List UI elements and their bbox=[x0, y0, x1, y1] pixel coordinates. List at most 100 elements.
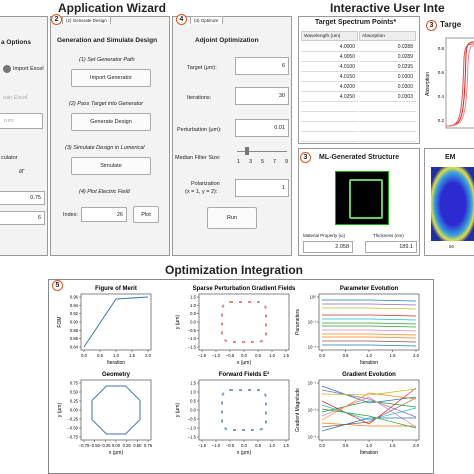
x-tick-label: −0.75 bbox=[79, 443, 90, 448]
x-tick-label: 2.0 bbox=[413, 353, 419, 358]
badge: 3 bbox=[300, 152, 311, 163]
line-series bbox=[322, 336, 417, 339]
x-tick-label: 0.5 bbox=[343, 353, 349, 358]
button-label[interactable]: Import Excel bbox=[13, 66, 44, 72]
panel-title: EM bbox=[445, 154, 456, 161]
tick-label: 0.6 bbox=[438, 70, 445, 75]
output: 2.058 bbox=[303, 241, 353, 253]
y-tick-label: 1.5 bbox=[190, 295, 196, 300]
label: Perturbation (μm): bbox=[177, 127, 222, 133]
table-cell: 0.0303 bbox=[359, 92, 416, 102]
x-tick-label: 1.5 bbox=[283, 443, 289, 448]
line-series bbox=[322, 314, 417, 317]
y-tick-label: 0.00 bbox=[70, 408, 79, 413]
input[interactable]: 6 bbox=[0, 211, 45, 225]
y-tick-label: 1.5 bbox=[190, 381, 196, 386]
label: Median Filter Size: bbox=[175, 155, 221, 161]
x-axis-label: x (μm) bbox=[237, 360, 252, 366]
plot-frame bbox=[80, 379, 152, 441]
output: 189.1 bbox=[365, 241, 417, 253]
curve bbox=[445, 45, 474, 127]
disabled-field: rum bbox=[0, 113, 43, 129]
line-series bbox=[321, 387, 417, 425]
x-tick-label: 0.5 bbox=[255, 353, 261, 358]
table-cell: 4.0100 bbox=[301, 62, 358, 72]
line-series bbox=[322, 307, 417, 310]
line-series bbox=[321, 385, 417, 404]
y-tick-label: 0.0 bbox=[190, 408, 196, 413]
icon bbox=[3, 65, 11, 73]
y-axis-label: y (μm) bbox=[175, 403, 181, 418]
tab[interactable]: (3) Optimize bbox=[190, 16, 223, 24]
x-tick-label: 1.5 bbox=[390, 353, 396, 358]
options-panel: a Options Import Excel rain Excel rum cu… bbox=[0, 16, 48, 256]
x-tick-label: 0.75 bbox=[144, 443, 153, 448]
y-tick-label: −0.50 bbox=[67, 426, 78, 431]
step-label: (1) Set Generator Path bbox=[79, 57, 135, 63]
y-tick-label: 0.5 bbox=[190, 399, 196, 404]
y-tick-label: 0.86 bbox=[70, 336, 79, 341]
label: Polarization bbox=[191, 181, 220, 187]
line-series bbox=[321, 417, 416, 432]
tick-label: 50 bbox=[449, 244, 455, 249]
y-tick-label: −0.5 bbox=[188, 417, 197, 422]
button[interactable]: Import Generator bbox=[71, 69, 151, 87]
table-cell: 0.0300 bbox=[359, 72, 416, 82]
plot-title: Gradient Evolution bbox=[342, 372, 396, 378]
button[interactable]: Plot bbox=[133, 206, 159, 223]
x-tick-label: −0.25 bbox=[100, 443, 111, 448]
x-tick-label: 0.0 bbox=[81, 353, 87, 358]
structure-outline bbox=[349, 179, 383, 219]
button[interactable]: Run bbox=[207, 207, 257, 229]
line-series bbox=[321, 422, 416, 427]
plot-frame bbox=[318, 379, 420, 441]
slider-thumb[interactable] bbox=[245, 147, 249, 155]
x-tick-label: 1.5 bbox=[129, 353, 135, 358]
curve bbox=[445, 43, 474, 127]
plot-title: Parameter Evolution bbox=[340, 286, 399, 292]
curve bbox=[83, 296, 149, 348]
heading: Adjoint Optimization bbox=[195, 37, 259, 44]
x-tick-label: 1.0 bbox=[269, 353, 275, 358]
line-series bbox=[321, 404, 417, 421]
y-axis-label: FOM bbox=[57, 316, 63, 327]
disabled-label: rain Excel bbox=[3, 95, 28, 101]
y-tick-label: −1.5 bbox=[188, 435, 197, 440]
button[interactable]: Generate Design bbox=[71, 113, 151, 131]
table-cell: 4.0150 bbox=[301, 72, 358, 82]
table-title: Target Spectrum Points* bbox=[315, 19, 397, 26]
y-tick-label: 0.25 bbox=[70, 399, 79, 404]
input[interactable]: 0.75 bbox=[0, 191, 45, 205]
x-tick-label: 1.0 bbox=[269, 443, 275, 448]
panel-title: ML-Generated Structure bbox=[319, 154, 400, 161]
plot-title: Sparse Perturbation Gradient Fields bbox=[193, 286, 296, 292]
step-label: (4) Plot Electric Field bbox=[79, 189, 130, 195]
table-cell bbox=[301, 102, 358, 112]
label: Target (μm): bbox=[187, 65, 217, 71]
slider-tick-label: 1 bbox=[237, 159, 241, 165]
y-tick-label: 0.92 bbox=[70, 311, 79, 316]
plot-title: Forward Fields E² bbox=[219, 371, 269, 378]
input[interactable]: 0.01 bbox=[235, 119, 289, 137]
tab[interactable]: (2) Generate Design bbox=[62, 16, 111, 24]
slider-tick-label: 3 bbox=[249, 159, 253, 165]
x-tick-label: 0.0 bbox=[319, 443, 325, 448]
generate-panel: Generation and Simulate Design (1) Set G… bbox=[50, 16, 170, 256]
ml-panel: ML-Generated Structure Material Property… bbox=[298, 148, 420, 256]
heading: a Options bbox=[1, 39, 31, 46]
input[interactable]: 30 bbox=[235, 87, 289, 105]
input[interactable]: 26 bbox=[81, 207, 127, 222]
optimize-panel: Adjoint Optimization Target (μm): 6 Iter… bbox=[172, 16, 292, 256]
label: Material Property (ω) bbox=[303, 233, 346, 238]
x-tick-label: −0.5 bbox=[226, 443, 235, 448]
table-cell: 0.0288 bbox=[359, 42, 416, 52]
input[interactable]: 6 bbox=[235, 57, 289, 75]
x-axis-label: x (μm) bbox=[109, 450, 124, 456]
plot-frame bbox=[80, 293, 152, 351]
y-tick-label: 1.0 bbox=[190, 390, 196, 395]
section-title: Optimization Integration bbox=[165, 263, 303, 277]
input[interactable]: 1 bbox=[235, 179, 289, 197]
button[interactable]: Simulate bbox=[71, 157, 151, 175]
x-tick-label: 0.0 bbox=[241, 353, 247, 358]
y-tick-label: 10⁻¹ bbox=[308, 381, 317, 386]
